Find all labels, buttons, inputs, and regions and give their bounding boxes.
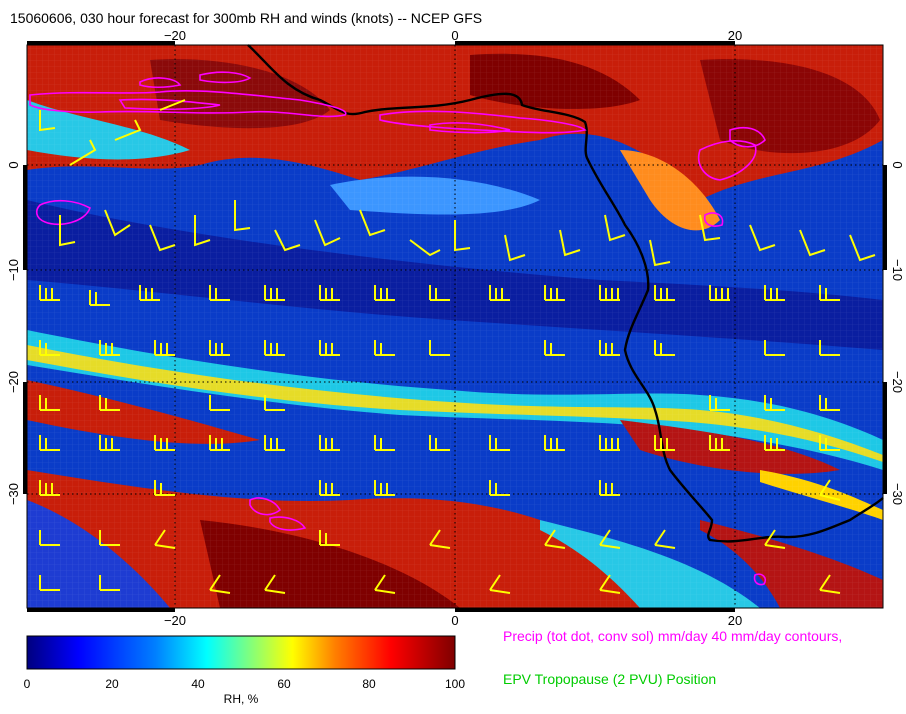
precip-legend: Precip (tot dot, conv sol) mm/day 40 mm/… [503,628,843,644]
wind-barbs [39,99,876,267]
colorbar-label: RH, % [224,692,259,706]
left-lat-label-1: 0 [6,161,21,168]
right-lat-label-1: 0 [890,161,905,168]
colorbar-tick-20: 20 [105,677,119,691]
map-title: 15060606, 030 hour forecast for 300mb RH… [10,10,483,26]
bottom-lon-label-2: 0 [451,613,458,628]
left-lat-label-4: −30 [6,483,21,505]
coastline [247,44,884,543]
colorbar-tick-60: 60 [277,677,291,691]
colorbar-tick-0: 0 [24,677,31,691]
graticule [27,45,883,608]
top-lon-label-1: −20 [164,28,186,43]
map-edge-ticks [23,41,887,612]
right-lat-label-2: −10 [890,259,905,281]
top-lon-label-2: 0 [451,28,458,43]
rh-colorbar [26,635,456,670]
bottom-lon-label-1: −20 [164,613,186,628]
wind-barbs-south [39,285,841,594]
rh-field [27,45,883,608]
precip-contours [29,71,767,586]
colorbar-tick-80: 80 [362,677,376,691]
right-lat-label-4: −30 [890,483,905,505]
epv-legend: EPV Tropopause (2 PVU) Position [503,671,717,687]
bottom-lon-label-3: 20 [728,613,742,628]
left-lat-label-3: −20 [6,371,21,393]
right-lat-label-3: −20 [890,371,905,393]
top-lon-label-3: 20 [728,28,742,43]
colorbar-tick-100: 100 [445,677,465,691]
left-lat-label-2: −10 [6,259,21,281]
colorbar-tick-40: 40 [191,677,205,691]
